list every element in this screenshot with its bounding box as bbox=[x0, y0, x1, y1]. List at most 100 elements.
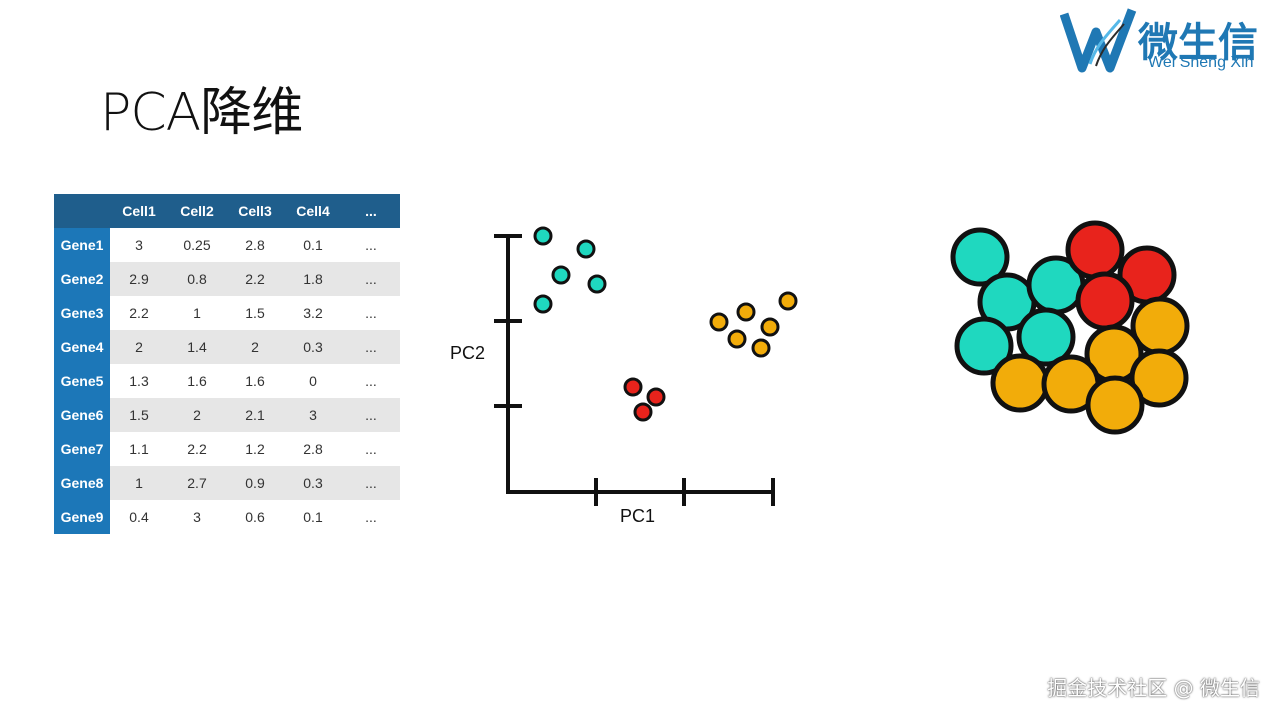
table-row: Gene3 2.2 1 1.5 3.2 ... bbox=[54, 296, 400, 330]
table-cell: 2.9 bbox=[110, 262, 168, 296]
x-axis-label: PC1 bbox=[620, 506, 656, 526]
teal-point bbox=[576, 239, 596, 259]
table-cell: ... bbox=[342, 398, 400, 432]
table-cell: 0.3 bbox=[284, 330, 342, 364]
table-cell: 2.7 bbox=[168, 466, 226, 500]
axes bbox=[494, 234, 775, 506]
table-header-row: Cell1 Cell2 Cell3 Cell4 ... bbox=[54, 194, 400, 228]
table-row: Gene5 1.3 1.6 1.6 0 ... bbox=[54, 364, 400, 398]
watermark-text: 掘金技术社区 @ 微生信 bbox=[1047, 676, 1260, 700]
table-cell: 3.2 bbox=[303, 305, 323, 321]
teal-cell bbox=[954, 316, 1014, 376]
teal-cell bbox=[1016, 307, 1076, 367]
row-header: Gene6 bbox=[54, 398, 110, 432]
orange-point bbox=[751, 338, 771, 358]
table-row: Gene4 2 1.4 2 0.3 ... bbox=[54, 330, 400, 364]
table-cell: ... bbox=[342, 262, 400, 296]
table-row: Gene2 2.9 0.8 2.2 1.8 ... bbox=[54, 262, 400, 296]
orange-cluster-points bbox=[709, 291, 798, 358]
table-cell: ... bbox=[365, 237, 377, 253]
orange-point bbox=[709, 312, 729, 332]
orange-point bbox=[760, 317, 780, 337]
row-header: Gene1 bbox=[54, 228, 110, 262]
table-cell: 0.6 bbox=[245, 509, 265, 525]
table-cell: 3 bbox=[193, 509, 201, 525]
table-cell: 2.8 bbox=[303, 441, 323, 457]
table-cell: 2 bbox=[110, 330, 168, 364]
table-cell: ... bbox=[365, 509, 377, 525]
table-cell: 2.2 bbox=[226, 262, 284, 296]
y-axis-label: PC2 bbox=[450, 343, 486, 363]
red-cluster-points bbox=[623, 377, 666, 422]
orange-cell bbox=[1085, 375, 1145, 435]
table-cell: 0 bbox=[309, 373, 317, 389]
table-cell: 2 bbox=[168, 398, 226, 432]
pca-scatter-svg bbox=[494, 226, 798, 506]
teal-cell bbox=[950, 227, 1010, 287]
table-cell: 0.1 bbox=[303, 509, 323, 525]
row-header: Gene2 bbox=[54, 262, 110, 296]
cell-cluster-graphic bbox=[940, 215, 1200, 444]
orange-cell bbox=[1129, 348, 1189, 408]
table-cell: 2 bbox=[226, 330, 284, 364]
table-cell: 1.2 bbox=[245, 441, 265, 457]
red-cell bbox=[1065, 220, 1125, 280]
cell-cluster-svg bbox=[950, 220, 1190, 435]
table-cell: 3 bbox=[135, 237, 143, 253]
logo-text-en: Wei Sheng Xin bbox=[1148, 54, 1254, 71]
row-header: Gene5 bbox=[54, 364, 110, 398]
table-cell: 2.2 bbox=[129, 305, 149, 321]
table-cell: 2.1 bbox=[226, 398, 284, 432]
table-cell: 1.5 bbox=[110, 398, 168, 432]
teal-point bbox=[533, 226, 553, 246]
red-point bbox=[646, 387, 666, 407]
table-cell: 1.3 bbox=[129, 373, 149, 389]
row-header: Gene4 bbox=[54, 330, 110, 364]
table-corner-cell bbox=[54, 194, 110, 228]
row-header: Gene9 bbox=[54, 500, 110, 534]
column-header: Cell4 bbox=[284, 194, 342, 228]
red-point bbox=[633, 402, 653, 422]
orange-point bbox=[778, 291, 798, 311]
logo-w-icon bbox=[1060, 8, 1137, 73]
table-cell: 0.1 bbox=[303, 237, 323, 253]
brand-logo: 微生信 Wei Sheng Xin bbox=[1060, 6, 1275, 76]
column-header: ... bbox=[342, 194, 400, 228]
cell-circles bbox=[950, 220, 1190, 435]
table-row: Gene9 0.4 3 0.6 0.1 ... bbox=[54, 500, 400, 534]
table-row: Gene7 1.1 2.2 1.2 2.8 ... bbox=[54, 432, 400, 466]
table-cell: 0.8 bbox=[168, 262, 226, 296]
orange-cell bbox=[990, 353, 1050, 413]
red-point bbox=[623, 377, 643, 397]
table-cell: 1.5 bbox=[245, 305, 265, 321]
table-row: Gene8 1 2.7 0.9 0.3 ... bbox=[54, 466, 400, 500]
pca-scatter-plot: PC2 PC1 bbox=[440, 215, 810, 526]
table-cell: ... bbox=[342, 330, 400, 364]
table-cell: 1 bbox=[110, 466, 168, 500]
table-row: Gene6 1.5 2 2.1 3 ... bbox=[54, 398, 400, 432]
table-cell: ... bbox=[365, 305, 377, 321]
logo-text-cn: 微生信 bbox=[1138, 20, 1258, 66]
teal-point bbox=[551, 265, 571, 285]
row-header: Gene7 bbox=[54, 432, 110, 466]
table-cell: 3 bbox=[284, 398, 342, 432]
table-cell: ... bbox=[365, 373, 377, 389]
column-header: Cell2 bbox=[168, 194, 226, 228]
table-cell: 1.8 bbox=[284, 262, 342, 296]
teal-point bbox=[533, 294, 553, 314]
table-cell: 0.9 bbox=[226, 466, 284, 500]
orange-point bbox=[736, 302, 756, 322]
table-cell: 1 bbox=[193, 305, 201, 321]
table-cell: ... bbox=[342, 466, 400, 500]
table-row: Gene1 3 0.25 2.8 0.1 ... bbox=[54, 228, 400, 262]
teal-point bbox=[587, 274, 607, 294]
teal-cluster-points bbox=[533, 226, 607, 314]
row-header: Gene8 bbox=[54, 466, 110, 500]
table-cell: 0.25 bbox=[183, 237, 211, 253]
orange-point bbox=[727, 329, 747, 349]
table-cell: 2.2 bbox=[187, 441, 207, 457]
table-cell: 1.6 bbox=[187, 373, 207, 389]
table-cell: 1.6 bbox=[245, 373, 265, 389]
slide-title: PCA降维 bbox=[100, 83, 303, 143]
red-cell bbox=[1075, 271, 1135, 331]
